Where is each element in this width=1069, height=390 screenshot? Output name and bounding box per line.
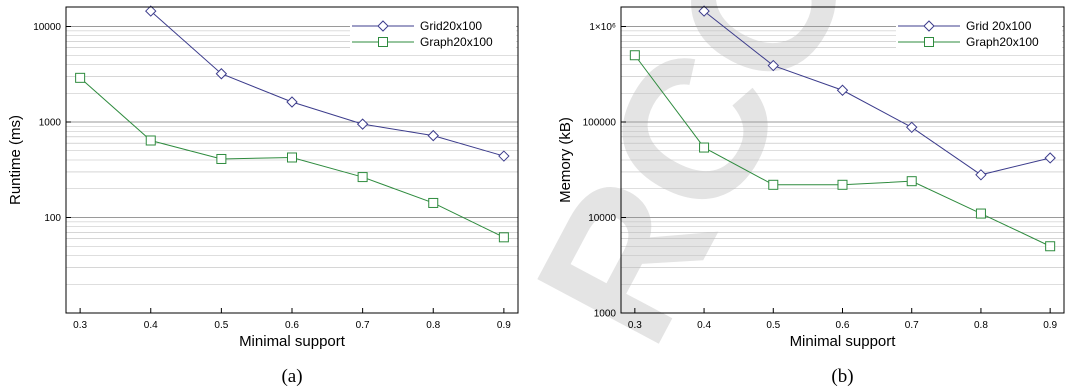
data-point-diamond — [923, 20, 935, 32]
y-axis-ticks: 100 1000 10000 — [33, 22, 71, 224]
y-tick-label: 1000 — [39, 117, 62, 128]
x-tick-label: 0.5 — [214, 320, 228, 331]
data-point-diamond — [498, 150, 510, 162]
data-point-square — [498, 232, 509, 243]
data-point-square — [145, 135, 156, 146]
data-point-diamond — [767, 59, 779, 72]
x-axis-label: Minimal support — [790, 333, 897, 350]
series-grid — [145, 5, 510, 162]
data-point-diamond — [356, 118, 369, 130]
chart-runtime: 100 1000 10000 0.3 0.4 0.5 0.6 0.7 0.8 0.9 Minim… — [7, 5, 519, 387]
data-point-square — [357, 172, 368, 183]
y-tick-label: 100 — [44, 213, 61, 224]
legend-item-background — [896, 19, 1062, 33]
data-point-square — [428, 197, 439, 208]
y-axis-label: Runtime (ms) — [7, 115, 24, 205]
data-point-square — [699, 142, 710, 153]
x-tick-label: 0.4 — [697, 320, 711, 331]
x-axis-label: Minimal support — [239, 333, 346, 350]
data-point-square — [287, 152, 297, 163]
x-tick-label: 0.3 — [628, 320, 642, 331]
legend-label: Graph20x100 — [420, 35, 493, 49]
x-tick-label: 0.8 — [974, 320, 988, 331]
data-point-diamond — [975, 169, 987, 181]
x-tick-label: 0.7 — [356, 320, 370, 331]
x-tick-label: 0.9 — [497, 320, 511, 331]
legend-item-background — [350, 35, 516, 49]
data-point-diamond — [836, 84, 849, 96]
legend-item: Grid20x100 — [350, 19, 516, 33]
series-graph — [629, 50, 1056, 252]
panel-caption: (b) — [831, 366, 853, 387]
x-tick-label: 0.7 — [905, 320, 919, 331]
legend-item: Graph20x100 — [350, 35, 516, 49]
x-tick-label: 0.4 — [144, 320, 158, 331]
x-axis-ticks: 0.3 0.4 0.5 0.6 0.7 0.8 0.9 — [628, 308, 1058, 331]
legend-item-background — [896, 35, 1062, 49]
y-tick-label: 100000 — [583, 117, 617, 128]
x-tick-label: 0.8 — [426, 320, 440, 331]
panel-caption: (a) — [281, 366, 302, 387]
data-point-diamond — [427, 129, 439, 142]
y-tick-label: 1000 — [594, 309, 617, 320]
data-point-square — [629, 50, 640, 61]
data-point-square — [924, 37, 934, 47]
x-axis-ticks: 0.3 0.4 0.5 0.6 0.7 0.8 0.9 — [73, 308, 511, 331]
legend-item: Grid 20x100 — [896, 19, 1062, 33]
legend-label: Graph20x100 — [966, 35, 1039, 49]
y-tick-label: 1×10⁶ — [589, 22, 616, 33]
series-grid — [698, 5, 1056, 181]
data-point-square — [1045, 241, 1056, 252]
data-point-square — [906, 176, 917, 187]
y-tick-label: 10000 — [588, 213, 616, 224]
data-point-diamond — [377, 20, 389, 32]
data-point-diamond — [215, 68, 228, 80]
data-point-square — [975, 208, 986, 219]
x-tick-label: 0.6 — [285, 320, 299, 331]
series-line — [703, 10, 1051, 176]
x-tick-label: 0.6 — [836, 320, 850, 331]
data-point-diamond — [145, 5, 157, 17]
series-line — [150, 10, 505, 157]
legend-label: Grid20x100 — [420, 19, 482, 33]
y-tick-label: 10000 — [33, 22, 61, 33]
data-point-square — [837, 179, 848, 190]
y-axis-ticks: 1000 10000 100000 1×10⁶ — [583, 22, 626, 320]
legend-item: Graph20x100 — [896, 35, 1062, 49]
grid-lines — [66, 26, 518, 314]
x-tick-label: 0.3 — [73, 320, 87, 331]
data-point-square — [378, 37, 388, 47]
data-point-diamond — [286, 96, 298, 108]
y-axis-label: Memory (kB) — [557, 117, 574, 203]
data-point-square — [768, 179, 779, 190]
legend-label: Grid 20x100 — [966, 19, 1032, 33]
data-point-diamond — [1044, 152, 1056, 164]
x-tick-label: 0.5 — [766, 320, 780, 331]
series-layer — [75, 5, 510, 243]
legend: Grid20x100 Graph20x100 — [350, 19, 516, 49]
legend-item-background — [350, 19, 516, 33]
data-point-square — [75, 72, 86, 83]
data-point-diamond — [698, 5, 710, 17]
series-graph — [75, 72, 509, 243]
data-point-diamond — [906, 121, 918, 134]
data-point-square — [216, 153, 227, 164]
x-tick-label: 0.9 — [1043, 320, 1057, 331]
legend: Grid 20x100 Graph20x100 — [896, 19, 1062, 49]
series-layer — [629, 5, 1056, 252]
